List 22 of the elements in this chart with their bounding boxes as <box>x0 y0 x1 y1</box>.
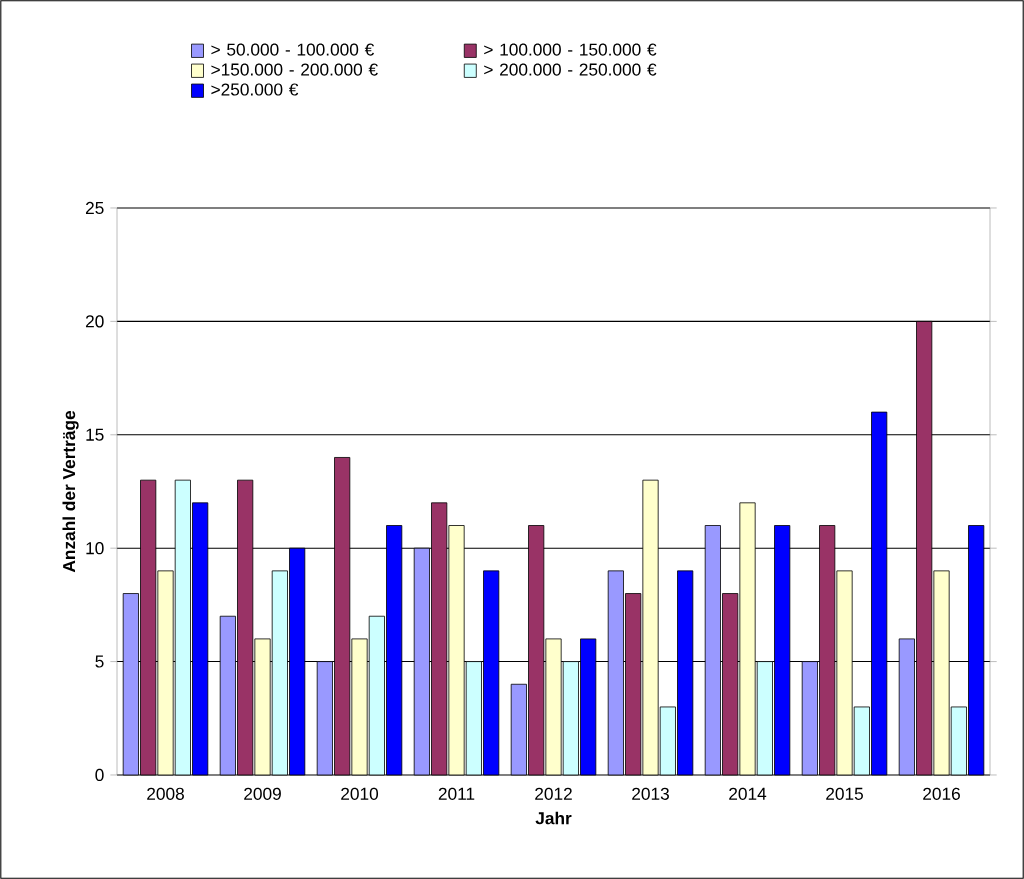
x-tick-label: 2013 <box>632 787 669 800</box>
y-tick-label: 10 <box>86 542 104 555</box>
x-tick-label: 2008 <box>147 787 184 800</box>
legend-label: >250.000 € <box>211 83 299 96</box>
x-tick-label: 2014 <box>729 787 767 800</box>
x-tick-label: 2011 <box>438 787 475 800</box>
legend-label: > 200.000 - 250.000 € <box>484 63 657 76</box>
y-tick-label: 20 <box>85 315 104 328</box>
x-tick-label: 2016 <box>923 787 960 800</box>
x-tick-label: 2010 <box>341 787 379 800</box>
x-axis-title: Jahr <box>535 811 572 825</box>
y-axis-title: Anzahl der Verträge <box>62 410 79 573</box>
y-tick-label: 15 <box>86 428 104 441</box>
y-tick-label: 5 <box>95 655 104 668</box>
y-tick-label: 25 <box>85 201 104 215</box>
legend-label: >150.000 - 200.000 € <box>211 63 378 76</box>
x-tick-label: 2009 <box>244 787 281 800</box>
x-tick-label: 2015 <box>826 787 863 800</box>
legend-label: > 100.000 - 150.000 € <box>484 43 657 56</box>
y-tick-label: 0 <box>95 768 104 782</box>
legend-label: > 50.000 - 100.000 € <box>211 43 374 56</box>
x-tick-label: 2012 <box>535 787 572 800</box>
